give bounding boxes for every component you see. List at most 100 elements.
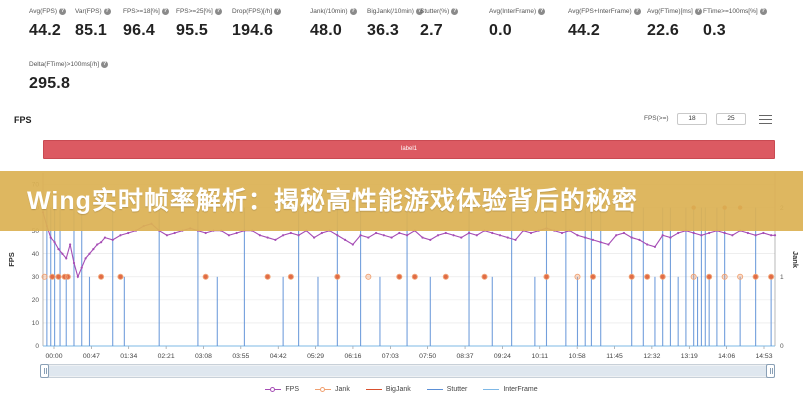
- metric-value: 48.0: [310, 22, 342, 39]
- fps-point: [708, 231, 711, 235]
- metric-card: Var(FPS)? 85.1: [75, 8, 111, 40]
- banner-title: Wing实时帧率解析：揭秘高性能游戏体验背后的秘密: [27, 187, 638, 215]
- fps-point: [282, 234, 285, 237]
- jank-point: [287, 273, 294, 280]
- fps-point: [475, 234, 478, 237]
- fps-point: [460, 236, 463, 239]
- metric-card: FPS>=25[%]? 95.5: [176, 8, 222, 40]
- jank-point: [659, 273, 666, 280]
- fps-point: [615, 234, 618, 237]
- fps-point: [235, 231, 238, 235]
- fps-max-input[interactable]: 25: [716, 113, 746, 125]
- fps-point: [591, 238, 595, 241]
- legend-label: Stutter: [446, 385, 468, 393]
- y-tick-label: 30: [32, 274, 40, 281]
- fps-point: [762, 231, 765, 235]
- bigjank-point: [50, 274, 55, 279]
- fps-point: [607, 243, 610, 246]
- x-tick-label: 07:03: [382, 353, 399, 360]
- fps-point: [700, 234, 703, 237]
- y-right-tick-label: 1: [780, 274, 784, 281]
- metric-card: FTime>=100ms[%]? 0.3: [703, 8, 767, 40]
- help-icon[interactable]: ?: [633, 8, 641, 15]
- fps-point: [69, 243, 72, 246]
- help-icon[interactable]: ?: [538, 8, 546, 15]
- help-icon[interactable]: ?: [103, 8, 111, 15]
- metric-label: Avg(InterFrame)?: [489, 8, 546, 15]
- fps-point: [452, 234, 455, 237]
- legend-item[interactable]: Jank: [315, 385, 350, 393]
- jank-point: [706, 273, 713, 280]
- zoom-slider-left-handle[interactable]: [40, 364, 49, 378]
- legend-item[interactable]: InterFrame: [483, 385, 538, 393]
- help-icon[interactable]: ?: [101, 61, 109, 68]
- fps-point: [359, 234, 362, 237]
- legend-label: FPS: [285, 385, 300, 393]
- help-icon[interactable]: ?: [59, 8, 67, 15]
- jank-point: [55, 273, 62, 280]
- jank-point: [202, 273, 209, 280]
- metric-label: Avg(FTime)[ms]?: [647, 8, 702, 15]
- legend-item[interactable]: BigJank: [365, 385, 411, 393]
- x-tick-label: 10:11: [532, 353, 549, 360]
- legend-label: BigJank: [385, 385, 411, 393]
- legend-item[interactable]: FPS: [265, 385, 299, 393]
- fps-point: [622, 231, 626, 235]
- label-bar[interactable]: label1: [43, 140, 775, 159]
- fps-point: [638, 238, 641, 241]
- legend-label: Jank: [335, 385, 350, 393]
- menu-icon[interactable]: [759, 115, 772, 124]
- metric-value: 22.6: [647, 22, 679, 39]
- bigjank-point: [768, 274, 774, 279]
- y-axis-title: FPS: [7, 252, 16, 267]
- fps-point: [103, 236, 107, 239]
- fps-point: [57, 248, 60, 251]
- legend-swatch: [483, 385, 500, 393]
- jank-point: [49, 273, 56, 280]
- zoom-slider-range: [45, 366, 773, 376]
- bigjank-point: [590, 274, 596, 279]
- help-icon[interactable]: ?: [161, 8, 169, 15]
- fps-min-input[interactable]: 18: [677, 113, 707, 125]
- metric-label: Avg(FPS)?: [29, 8, 67, 15]
- zoom-slider-track[interactable]: [43, 364, 775, 378]
- help-icon[interactable]: ?: [274, 8, 282, 15]
- help-icon[interactable]: ?: [694, 8, 702, 15]
- fps-point: [173, 231, 176, 235]
- metric-value: 95.5: [176, 22, 208, 39]
- fps-point: [773, 234, 777, 237]
- fps-point: [61, 252, 64, 255]
- bigjank-point: [65, 274, 70, 279]
- metric-card: Avg(FTime)[ms]? 22.6: [647, 8, 702, 40]
- help-icon[interactable]: ?: [415, 8, 423, 15]
- metric-label: Delta(FTime)>100ms[/h]?: [29, 61, 109, 68]
- jank-point: [481, 273, 488, 280]
- fps-point: [165, 234, 169, 237]
- help-icon[interactable]: ?: [451, 8, 459, 15]
- help-icon[interactable]: ?: [214, 8, 222, 15]
- bigjank-point: [753, 274, 758, 279]
- help-icon[interactable]: ?: [759, 8, 767, 15]
- help-icon[interactable]: ?: [349, 8, 357, 15]
- fps-point: [398, 231, 401, 235]
- metric-card: FPS>=18[%]? 96.4: [123, 8, 169, 40]
- fps-point: [258, 234, 261, 237]
- jank-point: [64, 273, 71, 280]
- fps-point: [436, 234, 440, 237]
- fps-point: [266, 236, 269, 239]
- jank-point: [721, 273, 728, 280]
- jank-point: [365, 273, 372, 280]
- fps-point: [630, 236, 633, 239]
- x-tick-label: 14:06: [718, 353, 735, 360]
- zoom-slider-right-handle[interactable]: [766, 364, 775, 378]
- fps-point: [313, 236, 316, 239]
- bigjank-point: [56, 274, 61, 279]
- fps-point: [76, 275, 79, 278]
- y-tick-label: 0: [35, 343, 39, 350]
- metric-card: Stutter(%)? 2.7: [420, 8, 459, 40]
- legend-item[interactable]: Stutter: [426, 385, 468, 393]
- x-tick-label: 03:08: [195, 353, 212, 360]
- fps-point: [529, 231, 533, 235]
- fps-point: [421, 236, 424, 239]
- x-tick-label: 04:42: [270, 353, 287, 360]
